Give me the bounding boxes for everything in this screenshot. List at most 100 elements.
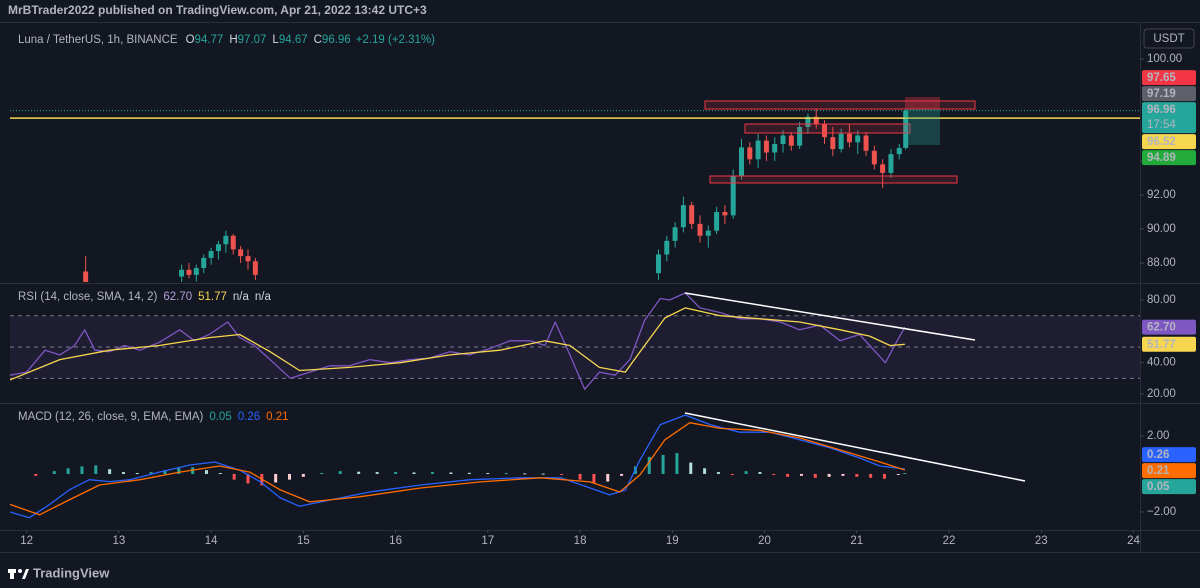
histogram-bar xyxy=(896,473,900,475)
histogram-bar xyxy=(449,472,453,474)
histogram-bar xyxy=(882,473,886,479)
quote-key: C xyxy=(314,34,322,46)
y-tick-label: 2.00 xyxy=(1147,430,1169,442)
histogram-bar xyxy=(827,473,831,477)
histogram-bar xyxy=(320,473,324,475)
candle-body xyxy=(245,256,251,262)
pane-legend: Luna / TetherUS, 1h, BINANCE O94.77 H97.07… xyxy=(18,34,435,46)
histogram-bar xyxy=(541,473,545,475)
candle-body xyxy=(705,230,711,236)
candle-body xyxy=(252,261,258,275)
x-tick-label: 21 xyxy=(850,535,863,547)
candle-body xyxy=(863,135,869,151)
histogram-bar xyxy=(394,472,398,474)
logo-part xyxy=(18,569,22,573)
histogram-bar xyxy=(903,473,907,475)
x-tick-label: 22 xyxy=(943,535,956,547)
histogram-bar xyxy=(412,472,416,474)
histogram-bar xyxy=(523,473,527,475)
price-label-box xyxy=(1142,70,1196,86)
candle-body xyxy=(680,205,686,228)
quote-key: O xyxy=(186,34,195,46)
x-tick-label: 16 xyxy=(389,535,402,547)
histogram-bar xyxy=(288,473,292,480)
candle-body xyxy=(763,140,769,153)
histogram-bar xyxy=(177,468,181,474)
y-tick-label: 20.00 xyxy=(1147,388,1176,400)
pane xyxy=(10,414,907,519)
histogram-bar xyxy=(716,472,720,474)
legend-value: 0.26 xyxy=(238,411,260,423)
price-label-box xyxy=(1142,447,1196,463)
legend-extra: n/a xyxy=(233,291,250,303)
candle-body xyxy=(755,140,761,160)
legend-extra: n/a xyxy=(255,291,272,303)
candle-body xyxy=(747,147,753,160)
range-box xyxy=(744,123,911,134)
legend-title: MACD (12, 26, close, 9, EMA, EMA) xyxy=(18,411,204,423)
x-tick-label: 20 xyxy=(758,535,771,547)
histogram-bar xyxy=(135,473,139,475)
candle-body xyxy=(186,269,192,275)
x-tick-label: 15 xyxy=(297,535,310,547)
price-label-box xyxy=(1142,319,1196,335)
candle-body xyxy=(697,223,703,236)
y-tick-label: 90.00 xyxy=(1147,223,1176,235)
candle-body xyxy=(83,271,89,282)
candle-body xyxy=(780,135,786,144)
candle-body xyxy=(208,251,214,258)
quote-value: 96.96 xyxy=(322,34,351,46)
x-tick-label: 14 xyxy=(205,535,218,547)
histogram-bar xyxy=(813,473,817,478)
x-tick-label: 13 xyxy=(112,535,125,547)
x-tick-label: 24 xyxy=(1127,535,1140,547)
legend-value: 0.05 xyxy=(209,411,231,423)
unit-box xyxy=(1143,28,1195,49)
histogram-bar xyxy=(274,473,278,483)
histogram-bar xyxy=(467,472,471,474)
macd-line xyxy=(10,414,905,519)
y-tick-label: 100.00 xyxy=(1147,53,1182,65)
candle-body xyxy=(772,143,778,153)
x-tick-label: 19 xyxy=(666,535,679,547)
price-label: 96.96 xyxy=(1147,104,1176,116)
candle-body xyxy=(689,205,695,224)
legend-value: 0.21 xyxy=(266,411,288,423)
histogram-bar xyxy=(647,456,651,474)
candle-body xyxy=(223,235,229,245)
macd-line xyxy=(10,422,905,516)
histogram-bar xyxy=(661,454,665,474)
logo-part xyxy=(22,569,29,579)
pane xyxy=(10,292,1140,390)
quote-key: L xyxy=(272,34,279,46)
stop-zone xyxy=(905,97,940,109)
price-label: 62.70 xyxy=(1147,322,1176,334)
histogram-bar xyxy=(869,473,873,478)
quote-key: H xyxy=(229,34,237,46)
quote-value: 97.07 xyxy=(238,34,267,46)
price-label-box xyxy=(1142,479,1196,495)
candle-body xyxy=(805,116,811,127)
candle-body xyxy=(739,147,745,177)
drawings xyxy=(684,97,1026,482)
y-tick-label: 92.00 xyxy=(1147,189,1176,201)
histogram-bar xyxy=(592,473,596,484)
candle-body xyxy=(838,133,844,150)
candle-body xyxy=(714,211,720,231)
tradingview-logo xyxy=(8,569,29,579)
price-label-box xyxy=(1142,134,1196,150)
candle-body xyxy=(788,135,794,146)
histogram-bar xyxy=(578,473,582,480)
rsi-line xyxy=(10,307,905,381)
histogram-bar xyxy=(486,473,490,475)
candle-body xyxy=(238,249,244,257)
legend-title: Luna / TetherUS, 1h, BINANCE xyxy=(18,34,178,46)
histogram-bar xyxy=(703,468,707,474)
histogram-bar xyxy=(204,470,208,474)
histogram-bar xyxy=(218,473,222,475)
y-tick-label: −2.00 xyxy=(1147,506,1176,518)
support-box xyxy=(709,175,958,184)
histogram-bar xyxy=(504,473,508,475)
